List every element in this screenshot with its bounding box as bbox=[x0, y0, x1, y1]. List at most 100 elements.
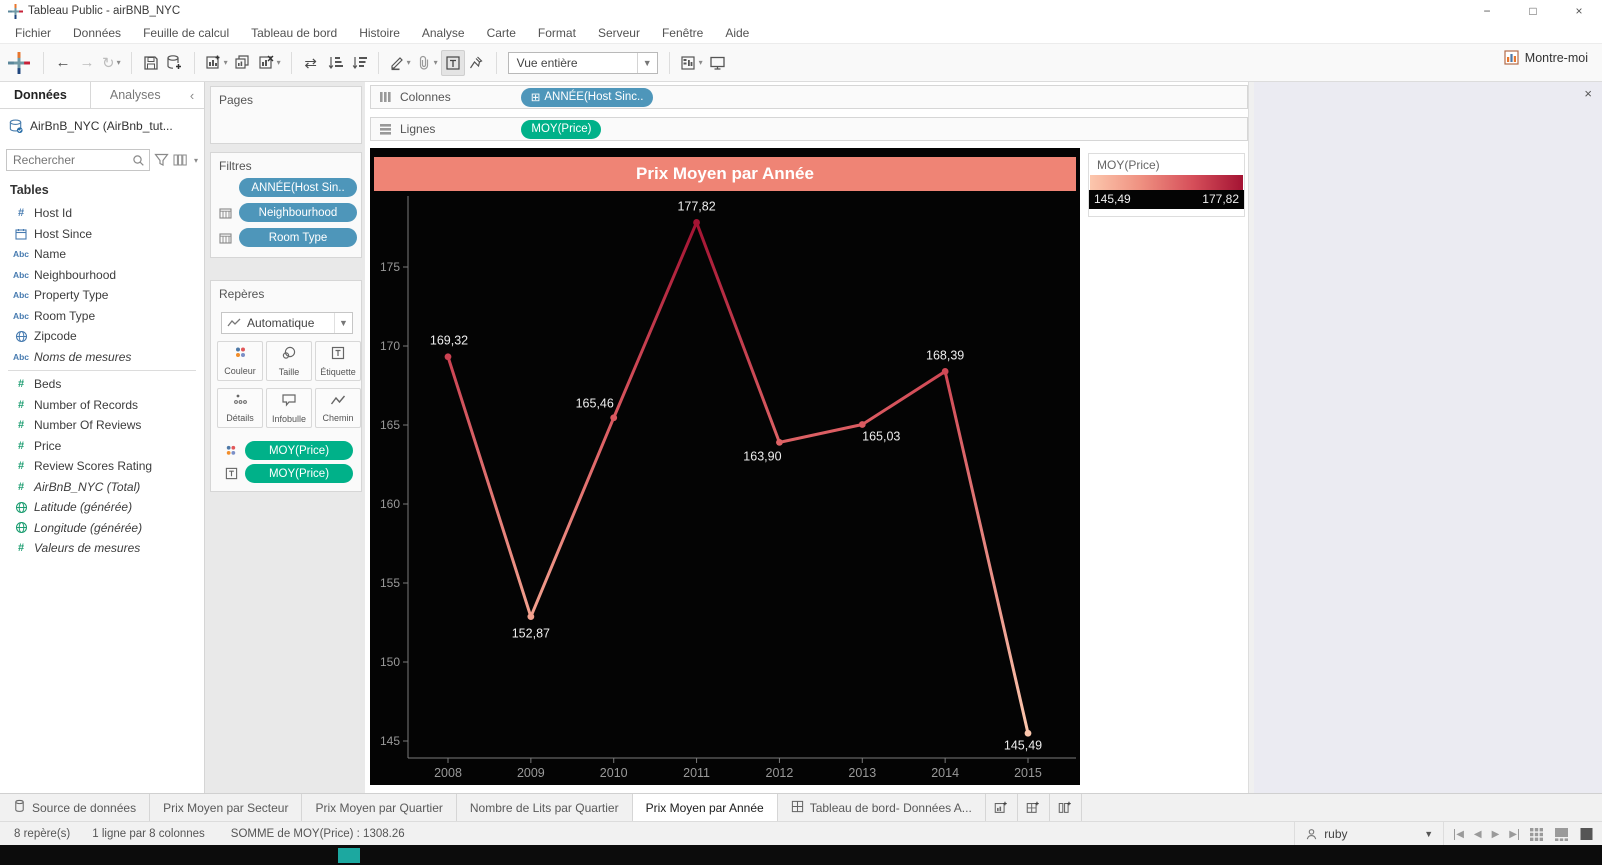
menu-fen-tre[interactable]: Fenêtre bbox=[661, 25, 704, 40]
tab-analyses[interactable]: Analyses bbox=[109, 88, 161, 102]
clear-sheet-button[interactable]: ▾ bbox=[255, 50, 284, 76]
menu-fichier[interactable]: Fichier bbox=[15, 25, 52, 40]
filter-pill-neighbourhood[interactable]: Neighbourhood bbox=[239, 203, 357, 222]
duplicate-sheet-button[interactable] bbox=[231, 50, 255, 76]
redo-button[interactable]: → bbox=[75, 50, 99, 76]
data-point[interactable] bbox=[776, 438, 783, 446]
field-number-of-records[interactable]: # Number of Records bbox=[0, 395, 204, 416]
mark-type-dropdown[interactable]: Automatique ▼ bbox=[221, 312, 353, 334]
field-room-type[interactable]: Abc Room Type bbox=[0, 306, 204, 327]
maximize-button[interactable]: □ bbox=[1529, 4, 1537, 18]
new-dashboard-tab-button[interactable] bbox=[1018, 794, 1050, 821]
menu-format[interactable]: Format bbox=[537, 25, 576, 40]
rows-pill[interactable]: MOY(Price) bbox=[521, 119, 602, 139]
color-legend[interactable]: MOY(Price) 145,49 177,82 bbox=[1088, 153, 1245, 217]
search-box[interactable] bbox=[6, 149, 150, 171]
sheet-tab-nombre-de-lits-par-quartier[interactable]: Nombre de Lits par Quartier bbox=[457, 794, 633, 821]
label-target-icon[interactable] bbox=[217, 467, 245, 480]
field-latitude-g-n-r-e[interactable]: Latitude (générée) bbox=[0, 497, 204, 518]
marks-pill-moy-price[interactable]: MOY(Price) bbox=[245, 441, 353, 460]
marks-button-couleur[interactable]: Couleur bbox=[217, 341, 263, 381]
marks-button-chemin[interactable]: Chemin bbox=[315, 388, 361, 428]
menu-carte[interactable]: Carte bbox=[486, 25, 516, 40]
field-host-since[interactable]: Host Since bbox=[0, 224, 204, 245]
pane-divider[interactable] bbox=[1248, 82, 1254, 793]
single-view-icon[interactable] bbox=[1579, 827, 1594, 841]
show-mark-labels-button[interactable] bbox=[440, 49, 465, 76]
menu-feuille-de-calcul[interactable]: Feuille de calcul bbox=[143, 25, 230, 40]
collapse-pane-icon[interactable]: ‹ bbox=[189, 87, 195, 103]
filter-pill-room-type[interactable]: Room Type bbox=[239, 228, 357, 247]
new-data-source-button[interactable] bbox=[163, 50, 187, 76]
new-story-tab-button[interactable] bbox=[1050, 794, 1082, 821]
data-point[interactable] bbox=[610, 414, 618, 422]
replay-button[interactable]: ↻ ▾ bbox=[99, 50, 124, 76]
menu-serveur[interactable]: Serveur bbox=[597, 25, 640, 40]
field-longitude-g-n-r-e[interactable]: Longitude (générée) bbox=[0, 518, 204, 539]
field-neighbourhood[interactable]: Abc Neighbourhood bbox=[0, 265, 204, 286]
pages-shelf[interactable]: Pages bbox=[210, 86, 362, 144]
filter-card-icon[interactable] bbox=[211, 232, 239, 244]
user-dropdown[interactable]: ruby ▼ bbox=[1294, 822, 1445, 846]
swap-rows-columns-button[interactable]: ⇄ bbox=[299, 50, 323, 76]
columns-pill[interactable]: ⊞ ANNÉE(Host Sinc.. bbox=[520, 87, 654, 107]
search-input[interactable] bbox=[7, 153, 132, 167]
fit-selector[interactable]: Vue entière ▼ bbox=[507, 51, 658, 74]
show-me-button[interactable]: Montre-moi bbox=[1504, 50, 1588, 65]
field-zipcode[interactable]: Zipcode bbox=[0, 326, 204, 347]
view-options-icon[interactable] bbox=[173, 153, 188, 167]
data-point[interactable] bbox=[941, 368, 949, 375]
sheet-tab-prix-moyen-par-ann-e[interactable]: Prix Moyen par Année bbox=[632, 794, 778, 821]
tab-donnees[interactable]: Données bbox=[0, 82, 91, 108]
sheet-tab-tableau-de-bord-donn-es-a[interactable]: Tableau de bord- Données A... bbox=[778, 794, 986, 821]
field-airbnb-nyc-total[interactable]: # AirBnB_NYC (Total) bbox=[0, 477, 204, 498]
data-point[interactable] bbox=[444, 353, 452, 361]
columns-shelf[interactable]: Colonnes ⊞ ANNÉE(Host Sinc.. bbox=[370, 85, 1248, 109]
sheet-tab-source-de-donn-es[interactable]: Source de données bbox=[0, 794, 151, 821]
marks-button-taille[interactable]: Taille bbox=[266, 341, 312, 381]
datasource-item[interactable]: AirBnB_NYC (AirBnb_tut... bbox=[0, 113, 204, 139]
tableau-logo-icon[interactable] bbox=[8, 51, 30, 74]
next-page-icon[interactable]: ▶ bbox=[1491, 828, 1500, 840]
field-price[interactable]: # Price bbox=[0, 436, 204, 457]
field-beds[interactable]: # Beds bbox=[0, 374, 204, 395]
sheet-tab-prix-moyen-par-quartier[interactable]: Prix Moyen par Quartier bbox=[302, 794, 457, 821]
taskbar-item[interactable] bbox=[338, 848, 360, 863]
sort-ascending-button[interactable] bbox=[323, 50, 347, 76]
sort-descending-button[interactable] bbox=[347, 50, 371, 76]
field-number-of-reviews[interactable]: # Number Of Reviews bbox=[0, 415, 204, 436]
data-point[interactable] bbox=[1024, 729, 1032, 737]
presentation-mode-button[interactable] bbox=[706, 50, 730, 76]
minimize-button[interactable]: − bbox=[1483, 4, 1491, 18]
line-chart-svg[interactable]: 175 170 165 160 155 150 145 2008 2009 2010 2011 201… bbox=[370, 191, 1080, 785]
filter-fields-icon[interactable] bbox=[154, 153, 169, 167]
fix-axes-button[interactable] bbox=[465, 50, 489, 76]
filmstrip-view-icon[interactable] bbox=[1554, 827, 1569, 841]
new-worksheet-tab-button[interactable] bbox=[986, 794, 1018, 821]
menu-histoire[interactable]: Histoire bbox=[359, 25, 400, 40]
show-hide-cards-button[interactable]: ▾ bbox=[677, 50, 706, 76]
close-panel-icon[interactable]: × bbox=[1584, 86, 1592, 101]
color-target-icon[interactable] bbox=[217, 444, 245, 457]
filters-shelf[interactable]: Filtres ANNÉE(Host Sin.. Neighbourhood Roo… bbox=[210, 152, 362, 258]
close-button[interactable]: × bbox=[1575, 4, 1583, 18]
data-point[interactable] bbox=[858, 421, 866, 428]
grid-view-icon[interactable] bbox=[1529, 827, 1544, 841]
rows-shelf[interactable]: Lignes MOY(Price) bbox=[370, 117, 1248, 141]
marks-card[interactable]: Repères Automatique ▼ Couleur Taille Étiqu… bbox=[210, 280, 362, 492]
filter-pill-ann-e-host-sin[interactable]: ANNÉE(Host Sin.. bbox=[239, 178, 357, 197]
caret-icon[interactable]: ▾ bbox=[193, 155, 198, 165]
field-noms-de-mesures[interactable]: Abc Noms de mesures bbox=[0, 347, 204, 368]
marks-button-d-tails[interactable]: Détails bbox=[217, 388, 263, 428]
filter-card-icon[interactable] bbox=[211, 207, 239, 219]
menu-tableau-de-bord[interactable]: Tableau de bord bbox=[251, 25, 338, 40]
menu-analyse[interactable]: Analyse bbox=[421, 25, 465, 40]
data-point[interactable] bbox=[527, 613, 535, 621]
field-review-scores-rating[interactable]: # Review Scores Rating bbox=[0, 456, 204, 477]
undo-button[interactable]: ← bbox=[51, 50, 75, 76]
field-valeurs-de-mesures[interactable]: # Valeurs de mesures bbox=[0, 538, 204, 559]
last-page-icon[interactable]: ▶ bbox=[1509, 828, 1519, 840]
format-painter-button[interactable]: ▾ bbox=[414, 50, 441, 76]
field-property-type[interactable]: Abc Property Type bbox=[0, 285, 204, 306]
marks-button-tiquette[interactable]: Étiquette bbox=[315, 341, 361, 381]
